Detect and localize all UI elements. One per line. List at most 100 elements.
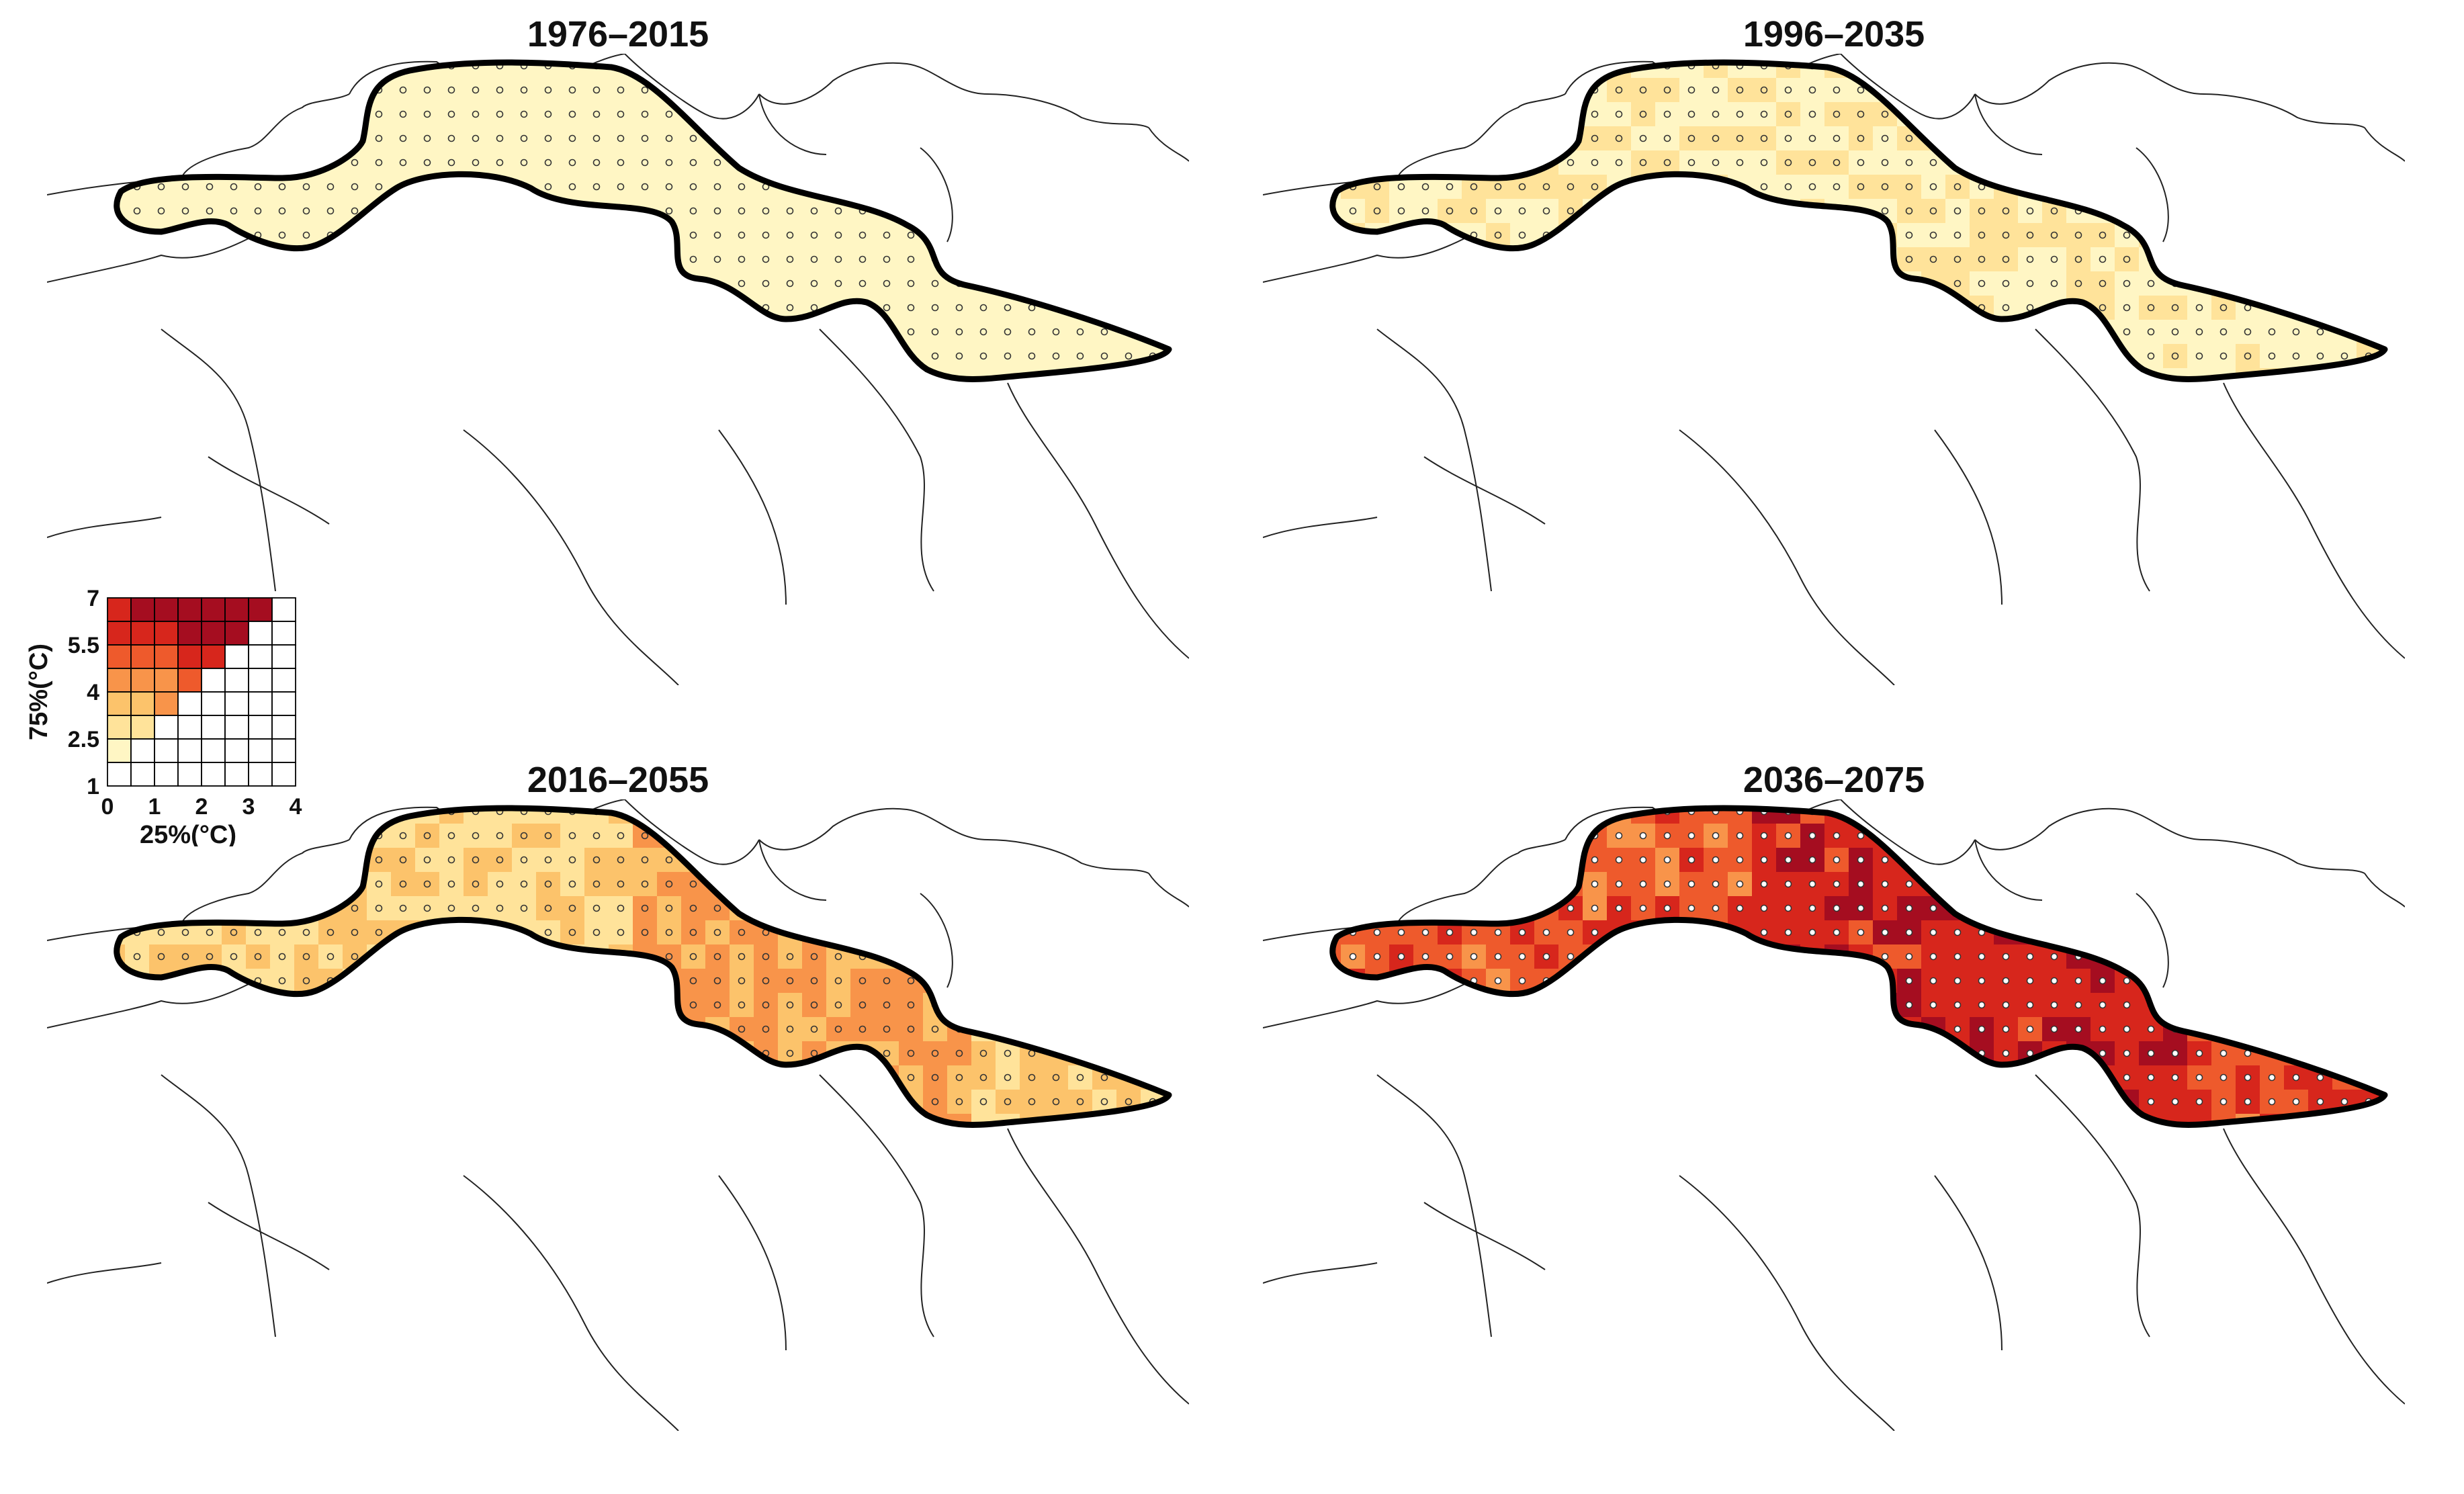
map-panel-1996-2035: 1996–2035 bbox=[1263, 13, 2405, 685]
stipple-dot bbox=[1125, 304, 1133, 312]
stipple-dot bbox=[181, 856, 189, 864]
stipple-dot bbox=[1881, 110, 1889, 118]
stipple-dot bbox=[1470, 928, 1478, 936]
grid-cell bbox=[1462, 296, 1486, 320]
stipple-dot bbox=[1125, 928, 1133, 936]
grid-cell bbox=[1438, 1090, 1462, 1114]
grid-cell bbox=[754, 944, 778, 969]
stipple-dot bbox=[278, 134, 286, 142]
stipple-dot bbox=[1544, 1147, 1550, 1153]
grid-cell bbox=[2091, 824, 2115, 848]
grid-cell bbox=[391, 199, 415, 223]
grid-cell bbox=[1631, 344, 1655, 368]
stipple-dot bbox=[375, 304, 383, 312]
stipple-dot bbox=[931, 207, 939, 215]
grid-cell bbox=[657, 320, 681, 344]
grid-cell bbox=[391, 848, 415, 872]
grid-cell bbox=[584, 223, 609, 247]
stipple-dot bbox=[810, 1073, 818, 1082]
grid-cell bbox=[1752, 199, 1776, 223]
grid-cell bbox=[1332, 896, 1341, 920]
grid-cell bbox=[149, 392, 173, 416]
grid-cell bbox=[270, 392, 294, 416]
stipple-dot bbox=[834, 856, 842, 864]
grid-cell bbox=[1165, 368, 1170, 380]
grid-cell bbox=[560, 247, 584, 271]
stipple-dot bbox=[375, 904, 383, 912]
grid-cell bbox=[1607, 271, 1631, 296]
grid-cell bbox=[1486, 271, 1510, 296]
stipple-dot bbox=[423, 1098, 431, 1106]
stipple-dot bbox=[786, 880, 794, 888]
grid-cell bbox=[197, 78, 222, 102]
grid-cell bbox=[730, 969, 754, 993]
stipple-dot bbox=[351, 1049, 359, 1057]
grid-cell bbox=[2236, 344, 2260, 368]
grid-cell bbox=[1752, 1138, 1776, 1162]
stipple-dot bbox=[1174, 63, 1180, 69]
grid-cell bbox=[633, 1090, 657, 1114]
grid-cell bbox=[899, 872, 923, 896]
stipple-dot bbox=[544, 1122, 552, 1125]
grid-cell bbox=[1341, 102, 1365, 126]
stipple-dot bbox=[859, 1098, 867, 1106]
stipple-dot bbox=[1833, 352, 1841, 360]
grid-cell bbox=[1824, 392, 1849, 416]
stipple-dot bbox=[2099, 352, 2107, 360]
grid-cell bbox=[2163, 344, 2187, 368]
stipple-dot bbox=[326, 279, 335, 288]
stipple-dot bbox=[423, 304, 431, 312]
grid-cell bbox=[609, 368, 633, 380]
stipple-dot bbox=[1929, 376, 1937, 380]
grid-cell bbox=[1824, 368, 1849, 380]
stipple-dot bbox=[641, 928, 649, 936]
stipple-dot bbox=[110, 1147, 116, 1153]
stipple-dot bbox=[1052, 207, 1060, 215]
grid-cell bbox=[1824, 271, 1849, 296]
grid-cell bbox=[2236, 175, 2260, 199]
stipple-dot bbox=[1326, 87, 1332, 93]
grid-cell bbox=[2308, 296, 2332, 320]
border-line bbox=[718, 429, 787, 605]
stipple-dot bbox=[1639, 183, 1647, 191]
grid-cell bbox=[2066, 175, 2091, 199]
stipple-dot bbox=[955, 255, 963, 263]
stipple-dot bbox=[1857, 110, 1865, 118]
grid-cell bbox=[875, 368, 899, 380]
grid-cell bbox=[1332, 1041, 1341, 1065]
stipple-dot bbox=[1373, 1098, 1381, 1106]
grid-cell bbox=[1332, 320, 1341, 344]
stipple-dot bbox=[1326, 809, 1332, 815]
stipple-dot bbox=[1397, 279, 1405, 288]
grid-cell bbox=[1679, 1090, 1704, 1114]
grid-cell bbox=[1462, 824, 1486, 848]
stipple-dot bbox=[762, 1001, 770, 1009]
grid-cell bbox=[1365, 247, 1389, 271]
grid-cell bbox=[705, 824, 730, 848]
stipple-dot bbox=[1174, 378, 1180, 384]
stipple-dot bbox=[1149, 1122, 1157, 1125]
stipple-dot bbox=[472, 1073, 480, 1082]
grid-cell bbox=[850, 993, 875, 1017]
grid-cell bbox=[1607, 296, 1631, 320]
grid-cell bbox=[2381, 392, 2405, 416]
grid-cell bbox=[197, 62, 222, 78]
stipple-dot bbox=[496, 1049, 504, 1057]
stipple-dot bbox=[496, 159, 504, 167]
grid-cell bbox=[2066, 150, 2091, 175]
stipple-dot bbox=[1421, 376, 1429, 380]
stipple-dot bbox=[1397, 159, 1405, 167]
stipple-dot bbox=[2147, 62, 2155, 70]
stipple-dot bbox=[859, 928, 867, 936]
stipple-dot bbox=[883, 304, 891, 312]
grid-cell bbox=[2357, 199, 2381, 223]
grid-cell bbox=[343, 368, 367, 380]
stipple-dot bbox=[1639, 159, 1647, 167]
grid-cell bbox=[947, 993, 971, 1017]
grid-cell bbox=[1068, 824, 1092, 848]
stipple-dot bbox=[447, 255, 455, 263]
grid-cell bbox=[609, 247, 633, 271]
grid-cell bbox=[705, 1114, 730, 1125]
stipple-dot bbox=[859, 328, 867, 336]
stipple-dot bbox=[157, 159, 165, 167]
